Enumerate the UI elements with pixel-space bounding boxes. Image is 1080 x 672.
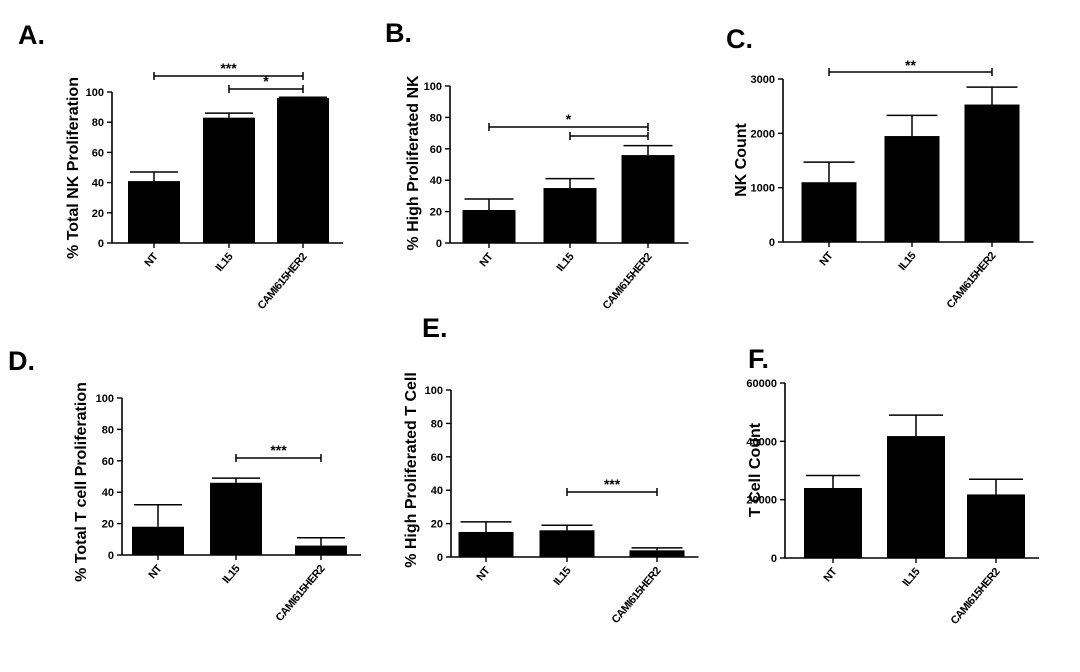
y-tick-label: 1000 — [751, 183, 775, 195]
y-tick-label: 60 — [102, 456, 114, 468]
panel-letter: B. — [385, 18, 412, 48]
bar-cami615her2 — [629, 550, 685, 557]
chart-panel-6: F. T Cell Count 0 20000 40000 60000 NT IL15 CAMI… — [746, 344, 1039, 627]
y-tick-label: 20000 — [746, 495, 777, 507]
significance-label: *** — [270, 442, 287, 458]
bar-nt — [804, 488, 862, 558]
x-tick-label: IL15 — [551, 565, 573, 588]
panel-letter: C. — [726, 24, 753, 54]
y-tick-label: 100 — [86, 87, 104, 99]
y-tick-label: 40 — [430, 175, 442, 187]
y-tick-label: 100 — [96, 393, 114, 405]
bar-il15 — [884, 136, 940, 242]
bar-il15 — [543, 188, 597, 243]
x-tick-label: CAMI615HER2 — [274, 563, 328, 624]
bar-nt — [128, 181, 180, 243]
y-tick-label: 80 — [431, 418, 443, 430]
y-axis-label: % Total NK Proliferation — [65, 77, 82, 259]
y-tick-label: 20 — [430, 207, 442, 219]
x-tick-label: CAMI615HER2 — [949, 566, 1003, 627]
bar-cami615her2 — [621, 155, 675, 243]
bar-cami615her2 — [967, 494, 1025, 558]
x-tick-label: IL15 — [220, 563, 242, 586]
x-tick-label: IL15 — [896, 250, 918, 273]
chart-panel-4: D. % Total T cell Proliferation 0 20 40 60 80 1… — [8, 346, 361, 624]
y-tick-label: 0 — [769, 237, 775, 249]
significance-label: * — [566, 111, 572, 127]
y-tick-label: 80 — [92, 117, 104, 129]
x-tick-label: NT — [142, 251, 160, 270]
y-tick-label: 40000 — [746, 436, 777, 448]
chart-panel-1: A. % Total NK Proliferation 0 20 40 60 80 100 NT… — [18, 20, 343, 312]
y-axis-label: % High Proliferated T Cell — [403, 372, 420, 568]
chart-panel-3: C. NK Count 0 1000 2000 3000 NT IL15 CAMI615HER2… — [726, 24, 1034, 311]
y-tick-label: 60 — [431, 452, 443, 464]
y-tick-label: 0 — [98, 238, 104, 250]
y-tick-label: 20 — [92, 208, 104, 220]
y-tick-label: 20 — [431, 519, 443, 531]
x-tick-label: CAMI615HER2 — [610, 565, 664, 626]
bar-nt — [462, 210, 516, 243]
bar-cami615her2 — [277, 98, 329, 243]
significance-label: *** — [604, 476, 621, 492]
panel-letter: A. — [18, 20, 45, 50]
significance-label: *** — [220, 60, 237, 76]
bar-nt — [132, 526, 184, 555]
x-tick-label: NT — [817, 250, 835, 269]
significance-label: ** — [905, 57, 916, 73]
panel-letter: E. — [422, 313, 448, 343]
y-axis-label: T Cell Count — [747, 422, 764, 517]
significance-label: * — [263, 73, 269, 89]
x-tick-label: NT — [477, 251, 495, 270]
bar-il15 — [539, 530, 595, 557]
y-tick-label: 0 — [108, 550, 114, 562]
panel-letter: D. — [8, 346, 35, 376]
y-tick-label: 60 — [430, 144, 442, 156]
chart-panel-2: B. % High Proliferated NK 0 20 40 60 80 100 NT IL… — [385, 18, 689, 312]
bar-il15 — [210, 482, 262, 555]
y-tick-label: 40 — [92, 178, 104, 190]
y-tick-label: 100 — [425, 385, 443, 397]
x-tick-label: IL15 — [213, 251, 235, 274]
y-tick-label: 60000 — [746, 378, 777, 390]
chart-panel-5: E. % High Proliferated T Cell 0 20 40 60 80 100… — [403, 313, 699, 626]
y-tick-label: 0 — [437, 552, 443, 564]
y-tick-label: 2000 — [751, 128, 775, 140]
panel-letter: F. — [748, 344, 769, 374]
x-tick-label: IL15 — [554, 251, 576, 274]
x-tick-label: IL15 — [900, 566, 922, 589]
y-tick-label: 40 — [431, 485, 443, 497]
bar-cami615her2 — [964, 104, 1020, 242]
x-tick-label: NT — [821, 566, 839, 585]
y-axis-label: % High Proliferated NK — [405, 75, 422, 251]
y-tick-label: 20 — [102, 519, 114, 531]
bar-il15 — [887, 436, 945, 558]
y-tick-label: 80 — [430, 112, 442, 124]
bar-nt — [801, 182, 857, 242]
y-tick-label: 100 — [424, 81, 442, 93]
y-tick-label: 80 — [102, 424, 114, 436]
y-tick-label: 40 — [102, 487, 114, 499]
y-tick-label: 0 — [771, 553, 777, 565]
y-tick-label: 60 — [92, 147, 104, 159]
y-tick-label: 3000 — [751, 74, 775, 86]
y-axis-label: NK Count — [733, 122, 750, 196]
x-tick-label: CAMI615HER2 — [256, 251, 310, 312]
bar-nt — [458, 531, 514, 557]
bar-il15 — [203, 117, 255, 243]
x-tick-label: CAMI615HER2 — [945, 250, 999, 311]
x-tick-label: NT — [146, 563, 164, 582]
y-axis-label: % Total T cell Proliferation — [73, 382, 90, 582]
x-tick-label: NT — [474, 565, 492, 584]
y-tick-label: 0 — [436, 238, 442, 250]
x-tick-label: CAMI615HER2 — [601, 251, 655, 312]
bar-cami615her2 — [295, 545, 347, 555]
